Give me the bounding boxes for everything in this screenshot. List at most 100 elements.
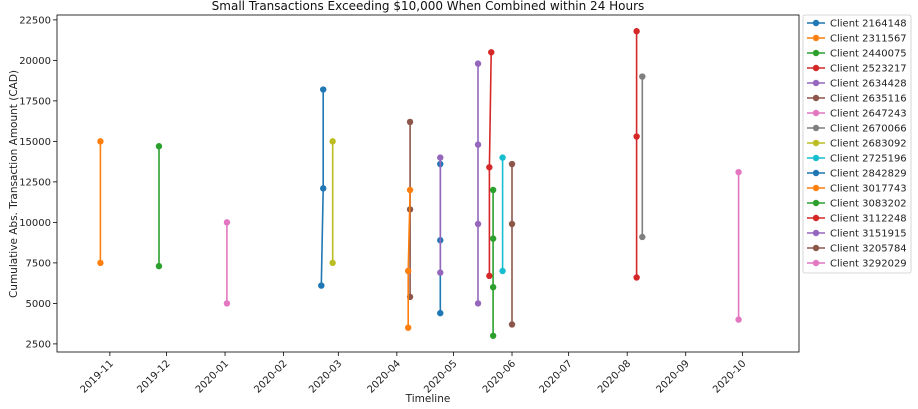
data-point [329,138,336,145]
series-client-2634428 [474,60,482,307]
legend-label: Client 3205784 [830,244,907,255]
x-tick-label: 2020-02 [252,358,289,395]
x-tick-label: 2020-03 [307,358,344,395]
y-tick-label: 7500 [26,258,51,269]
legend-label: Client 2311567 [830,34,907,45]
legend-item[interactable]: Client 3017743 [807,184,907,195]
series-client-3205784 [508,160,516,328]
legend-swatch-marker [812,49,820,57]
legend-swatch-marker [812,154,820,162]
legend-swatch-marker [812,64,820,72]
x-tick-label: 2020-10 [711,358,748,395]
series-client-2725196 [499,154,506,275]
legend-item[interactable]: Client 2523217 [807,64,907,75]
data-point [486,164,493,171]
data-point [404,267,412,275]
legend-item[interactable]: Client 3205784 [807,244,907,255]
legend-item[interactable]: Client 2634428 [807,79,907,90]
legend-label: Client 2842829 [830,169,907,180]
data-point [329,259,336,267]
legend-swatch-marker [812,244,820,252]
legend-item[interactable]: Client 2311567 [807,34,907,45]
legend-swatch-marker [812,214,820,222]
y-tick-label: 12500 [19,177,51,188]
legend-swatch-marker [812,169,820,177]
series-client-2670066 [639,73,646,241]
y-tick-label: 17500 [19,96,51,107]
series-client-2311567 [97,138,104,267]
data-point [633,133,640,140]
data-point [735,316,742,323]
data-point [437,154,444,161]
data-point [474,220,482,228]
data-point [155,262,163,270]
series-client-2440075 [155,143,163,270]
data-point [320,185,327,192]
x-tick-label: 2020-01 [194,358,231,395]
legend-swatch-marker [812,109,820,117]
data-point [474,300,482,307]
data-point [486,272,493,280]
chart-title: Small Transactions Exceeding $10,000 Whe… [212,0,645,13]
x-tick-label: 2020-08 [596,358,633,395]
data-point [489,235,497,242]
data-point [639,233,646,241]
legend-item[interactable]: Client 2670066 [807,124,907,135]
legend-item[interactable]: Client 2647243 [807,109,907,120]
x-axis: 2019-11 2019-12 2020-01 2020-02 2020-03 2020-… [79,352,748,396]
data-point [437,269,444,276]
series-layer [97,28,742,339]
legend-label: Client 2635116 [830,94,907,105]
legend-item[interactable]: Client 3112248 [807,214,907,225]
series-client-2683092 [329,138,336,267]
legend-item[interactable]: Client 3151915 [807,229,907,240]
y-tick-label: 15000 [19,137,51,148]
y-axis-title: Cumulative Abs. Transaction Amount (CAD) [8,70,20,298]
legend-swatch-marker [812,34,820,42]
data-point [488,49,495,56]
data-point [223,219,231,226]
legend-item[interactable]: Client 2440075 [807,49,907,60]
series-client-2523217 [486,49,495,280]
x-tick-label: 2020-06 [481,358,518,395]
legend-swatch-marker [812,139,820,147]
plot-area [56,14,800,353]
data-point [489,283,497,291]
legend-label: Client 3151915 [830,229,907,240]
legend-swatch-marker [812,259,820,267]
legend-swatch-marker [812,199,820,207]
data-point [499,154,506,161]
legend-label: Client 2670066 [830,124,907,135]
series-client-3083202 [489,186,497,339]
legend-item[interactable]: Client 2635116 [807,94,907,105]
legend-item[interactable]: Client 2164148 [807,19,907,30]
legend-label: Client 3112248 [830,214,907,225]
legend-box [802,14,912,274]
data-point [735,168,742,176]
legend-label: Client 3292029 [830,259,907,270]
legend-label: Client 3017743 [830,184,907,195]
legend-label: Client 3083202 [830,199,907,210]
legend-item[interactable]: Client 2683092 [807,139,907,150]
series-client-3292029 [735,168,742,323]
y-tick-label: 10000 [19,218,51,229]
x-axis-title: Timeline [405,393,451,405]
data-point [499,267,506,275]
legend-item[interactable]: Client 2842829 [807,169,907,180]
legend-item[interactable]: Client 2725196 [807,154,907,165]
data-point [633,274,640,281]
series-client-3112248 [633,28,640,281]
legend-label: Client 2647243 [830,109,907,120]
legend-swatch-marker [812,229,820,237]
data-point [474,60,482,67]
legend-item[interactable]: Client 3083202 [807,199,907,210]
legend-item[interactable]: Client 3292029 [807,259,907,270]
legend[interactable]: Client 2164148 Client 2311567 Client 24400… [802,14,912,274]
data-point [97,138,104,145]
data-point [97,259,104,267]
data-point [633,28,640,35]
y-tick-label: 5000 [26,299,51,310]
x-tick-label: 2019-12 [135,358,172,395]
legend-label: Client 2440075 [830,49,907,60]
